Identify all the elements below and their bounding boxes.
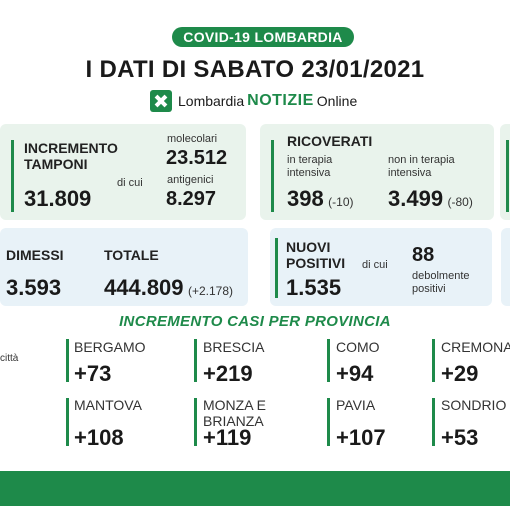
cremona-bar <box>432 339 435 382</box>
monza-value: +119 <box>203 425 252 450</box>
bergamo-value: +73 <box>74 361 112 386</box>
brand-online: Online <box>316 93 358 109</box>
brescia-name: BRESCIA <box>203 339 265 355</box>
lombardia-cross-icon <box>150 90 172 112</box>
province-title: INCREMENTO CASI PER PROVINCIA <box>119 313 391 330</box>
debolmente-label: debolmente positivi <box>412 270 470 295</box>
cremona-name: CREMONA <box>441 339 510 355</box>
totale-value-row: 444.809 (+2.178) <box>104 275 233 301</box>
ricoverati-card <box>260 124 494 220</box>
sondrio-value: +53 <box>441 425 479 450</box>
monza-name: MONZA E BRIANZA <box>203 397 267 429</box>
pavia-bar <box>327 398 330 446</box>
brescia-value: +219 <box>203 361 253 386</box>
mantova-bar <box>66 398 69 446</box>
totale-delta: (+2.178) <box>187 284 234 298</box>
antigenici-label: antigenici <box>167 174 214 186</box>
pavia-name: PAVIA <box>336 397 376 413</box>
molecolari-value: 23.512 <box>166 147 228 169</box>
bergamo-name: BERGAMO <box>74 339 146 355</box>
region-pill: COVID-19 LOMBARDIA <box>172 27 354 47</box>
monza-bar <box>194 398 197 446</box>
tamponi-accent <box>11 140 14 212</box>
page-title: I DATI DI SABATO 23/01/2021 <box>85 56 425 83</box>
nti-label: non in terapia intensiva <box>388 154 455 179</box>
positivi-card <box>270 228 492 306</box>
mantova-name: MANTOVA <box>74 397 142 413</box>
citta-fragment: città <box>0 353 19 364</box>
brand-name: Lombardia <box>178 93 245 109</box>
tamponi-total: 31.809 <box>24 186 92 211</box>
nti-delta: (-80) <box>447 195 473 209</box>
ti-label: in terapia intensiva <box>287 154 333 179</box>
totale-label: TOTALE <box>104 247 159 263</box>
sondrio-name: SONDRIO <box>441 397 507 413</box>
nti-value: 3.499 <box>388 186 444 211</box>
como-name: COMO <box>336 339 380 355</box>
ti-value: 398 <box>287 186 324 211</box>
dimessi-value: 3.593 <box>6 275 62 300</box>
dimessi-card <box>0 228 248 306</box>
mantova-value: +108 <box>74 425 124 450</box>
brand-logo-row: Lombardia NOTIZIE Online <box>150 89 380 113</box>
debolmente-value: 88 <box>412 244 435 266</box>
ricoverati-accent <box>271 140 274 212</box>
positivi-label: NUOVI POSITIVI <box>286 239 346 271</box>
positivi-accent <box>275 238 278 298</box>
edge-card-accent <box>506 140 509 212</box>
molecolari-label: molecolari <box>167 133 218 145</box>
ti-delta: (-10) <box>328 195 354 209</box>
tamponi-card <box>0 124 246 220</box>
totale-value: 444.809 <box>104 275 184 300</box>
como-value: +94 <box>336 361 374 386</box>
dimessi-label: DIMESSI <box>6 247 64 263</box>
pavia-value: +107 <box>336 425 386 450</box>
tamponi-label: INCREMENTO TAMPONI <box>24 140 118 172</box>
como-bar <box>327 339 330 382</box>
edge-card-bottom <box>501 228 510 306</box>
brescia-bar <box>194 339 197 382</box>
brand-notizie: NOTIZIE <box>247 92 314 109</box>
ricoverati-label: RICOVERATI <box>287 133 373 149</box>
nti-value-row: 3.499 (-80) <box>388 186 473 212</box>
positivi-di-cui: di cui <box>362 259 388 271</box>
edge-card-top <box>500 124 510 220</box>
antigenici-value: 8.297 <box>166 188 217 210</box>
bergamo-bar <box>66 339 69 382</box>
ti-value-row: 398 (-10) <box>287 186 354 212</box>
positivi-value: 1.535 <box>286 275 342 300</box>
cremona-value: +29 <box>441 361 479 386</box>
footer-bar <box>0 471 510 506</box>
sondrio-bar <box>432 398 435 446</box>
tamponi-di-cui: di cui <box>117 177 143 189</box>
